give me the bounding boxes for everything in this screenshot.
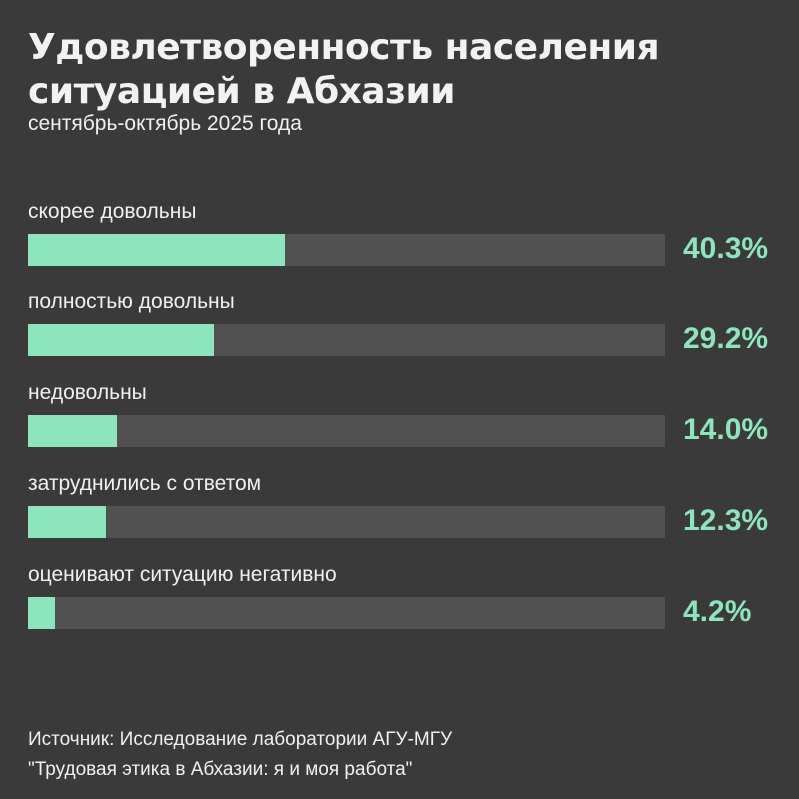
bar-label: затруднились с ответом [28,472,262,495]
bar-fill [28,415,118,447]
title-line-1: Удовлетворенность населения [28,27,660,68]
bar-track [28,324,665,356]
chart-title: Удовлетворенность населения ситуацией в … [28,26,660,114]
bar-track [28,234,665,266]
source-note: Источник: Исследование лаборатории АГУ-М… [28,725,452,785]
bar-row: скорее довольны 40.3% [28,200,788,290]
bar-fill [28,324,214,356]
chart-subtitle: сентябрь-октябрь 2025 года [28,112,302,135]
bar-value: 40.3% [683,232,769,265]
bar-label: полностью довольны [28,290,235,313]
source-line-2: "Трудовая этика в Абхазии: я и моя работ… [28,759,413,780]
bar-value: 29.2% [683,322,769,355]
bar-value: 4.2% [683,595,752,628]
bar-value: 14.0% [683,413,769,446]
bar-fill [28,597,55,629]
bar-track [28,597,665,629]
bar-row: затруднились с ответом 12.3% [28,472,788,562]
bar-label: оценивают ситуацию негативно [28,563,337,586]
bar-value: 12.3% [683,504,769,537]
bar-row: полностью довольны 29.2% [28,290,788,380]
bar-label: недовольны [28,381,147,404]
bar-fill [28,234,285,266]
bar-track [28,506,665,538]
bar-label: скорее довольны [28,200,197,223]
bar-row: оценивают ситуацию негативно 4.2% [28,563,788,653]
title-line-2: ситуацией в Абхазии [28,71,455,112]
bar-track [28,415,665,447]
bar-fill [28,506,107,538]
source-line-1: Источник: Исследование лаборатории АГУ-М… [28,729,453,750]
bar-row: недовольны 14.0% [28,381,788,471]
